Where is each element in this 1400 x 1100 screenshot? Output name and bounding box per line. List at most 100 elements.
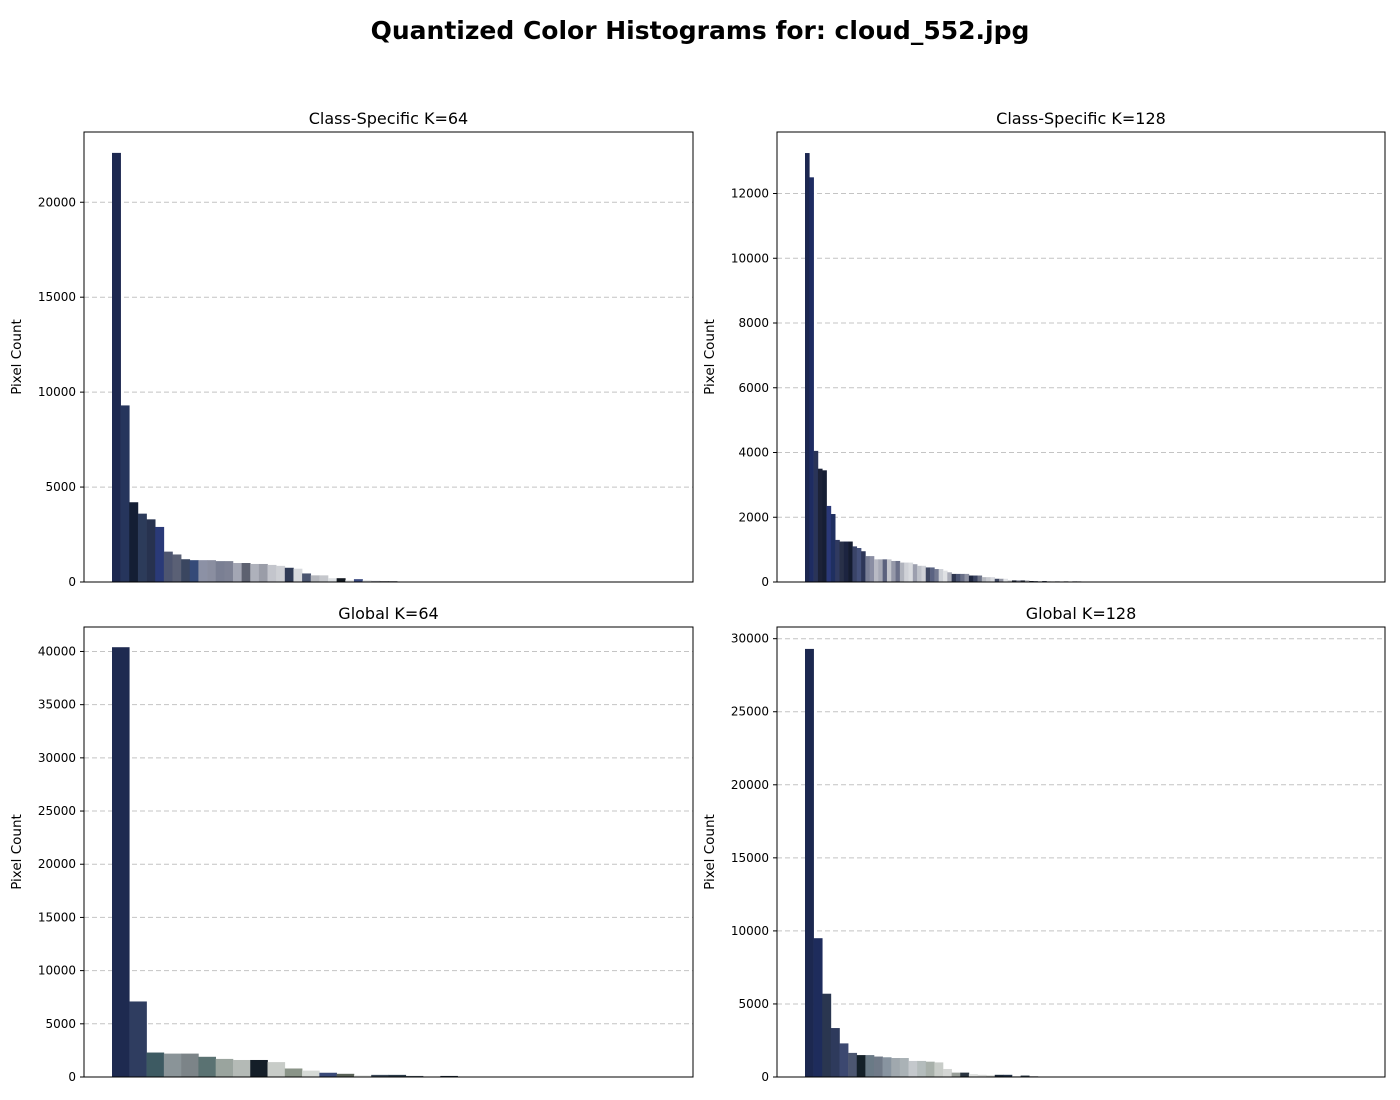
histogram-bar [973, 575, 978, 582]
histogram-bar [405, 1075, 424, 1077]
y-tick-label: 10000 [38, 385, 76, 399]
histogram-bar [1020, 580, 1026, 582]
histogram-bar [302, 1070, 320, 1077]
plot-frame [83, 626, 694, 1078]
histogram-bar [934, 1062, 944, 1077]
histogram-bar [805, 648, 814, 1077]
histogram-bar [925, 567, 931, 582]
histogram-bar [869, 556, 875, 582]
histogram-bar [1024, 580, 1030, 582]
histogram-bar [258, 563, 268, 582]
histogram-bar [830, 1028, 840, 1077]
histogram-bar [843, 541, 849, 582]
histogram-bar [994, 1074, 1004, 1077]
histogram-bar [891, 1058, 901, 1077]
histogram-bar [874, 559, 879, 582]
panel-title: Class-Specific K=64 [309, 109, 468, 128]
histogram-bar [353, 1075, 372, 1077]
y-tick-label: 40000 [38, 644, 76, 658]
histogram-bar [951, 573, 957, 582]
histogram-bar [839, 541, 845, 582]
histogram-bar [112, 152, 121, 582]
histogram-bar [938, 569, 944, 582]
panel-title: Class-Specific K=128 [996, 109, 1166, 128]
histogram-bar [830, 514, 836, 582]
histogram-bar [848, 1052, 858, 1077]
histogram-bar [345, 580, 355, 582]
histogram-bar [908, 1060, 918, 1077]
histogram-bar [207, 560, 216, 582]
histogram-bar [336, 1073, 355, 1077]
y-tick-label: 5000 [45, 1017, 76, 1031]
histogram-bar [981, 577, 987, 582]
histogram-bar [904, 562, 909, 582]
y-tick-label: 0 [68, 1070, 76, 1084]
histogram-bar [878, 559, 883, 582]
histogram-bar [999, 578, 1004, 582]
histogram-bar [137, 513, 147, 582]
histogram-bar [215, 561, 225, 582]
histogram-bar [362, 580, 372, 582]
histogram-bar [968, 1074, 978, 1077]
histogram-bar [882, 1057, 892, 1077]
y-tick-label: 0 [761, 1070, 769, 1084]
panel-global-k128: Global K=128 Pixel Count 0 5000 10000 15000 20… [702, 604, 1386, 1084]
y-axis-label: Pixel Count [702, 319, 718, 395]
histogram-bar [955, 573, 961, 582]
y-axis-label: Pixel Count [9, 319, 25, 395]
histogram-bar [319, 575, 329, 582]
y-tick-label: 12000 [731, 187, 769, 201]
histogram-bar [986, 577, 991, 582]
histogram-bar [977, 575, 983, 582]
histogram-bar [353, 579, 363, 582]
y-tick-label: 35000 [38, 698, 76, 712]
panel-global-k64: Global K=64 Pixel Count 0 5000 10000 15000 200… [9, 604, 694, 1084]
histogram-bar [960, 573, 965, 582]
histogram-bar [899, 562, 905, 582]
histogram-bar [310, 575, 320, 582]
y-tick-label: 15000 [731, 851, 769, 865]
histogram-bar [284, 1068, 303, 1077]
histogram-bar [241, 563, 251, 582]
histogram-bar [822, 470, 827, 582]
histogram-bar [986, 1075, 996, 1077]
histogram-bar [865, 1055, 875, 1077]
panel-class-specific-k64: Class-Specific K=64 Pixel Count 0 5000 10000… [9, 109, 694, 589]
histogram-bar [120, 405, 130, 582]
histogram-bar [839, 1043, 849, 1077]
histogram-bar [198, 1056, 216, 1077]
histogram-bar [440, 1075, 458, 1077]
histogram-bar [155, 526, 165, 582]
histogram-bar [817, 468, 823, 582]
histogram-bar [895, 560, 901, 582]
histogram-bar [129, 502, 139, 582]
histogram-bar [947, 572, 952, 582]
histogram-bar [908, 562, 914, 582]
histogram-bar [276, 565, 286, 582]
histogram-bar [146, 519, 156, 582]
histogram-bar [293, 568, 303, 582]
histogram-bar [215, 1058, 234, 1077]
histogram-bar [267, 1062, 286, 1077]
y-tick-label: 2000 [738, 510, 769, 524]
y-tick-label: 10000 [731, 251, 769, 265]
histogram-bar [172, 554, 182, 582]
histogram-bar [886, 559, 892, 582]
y-axis-label: Pixel Count [9, 814, 25, 890]
panel-title: Global K=64 [338, 604, 438, 623]
histogram-bar [899, 1058, 909, 1077]
histogram-bar [882, 559, 888, 582]
histogram-bar [848, 541, 853, 582]
histogram-bar [943, 1068, 952, 1077]
plot-frame [776, 626, 1386, 1078]
histogram-bar [934, 569, 939, 582]
y-tick-label: 20000 [38, 195, 76, 209]
histogram-bar [951, 1072, 961, 1077]
histogram-bar [805, 153, 810, 583]
histogram-bar [891, 560, 896, 582]
y-tick-label: 6000 [738, 381, 769, 395]
histogram-bar [284, 567, 294, 582]
y-tick-label: 30000 [731, 632, 769, 646]
y-tick-label: 0 [68, 575, 76, 589]
histogram-bar [813, 938, 823, 1077]
